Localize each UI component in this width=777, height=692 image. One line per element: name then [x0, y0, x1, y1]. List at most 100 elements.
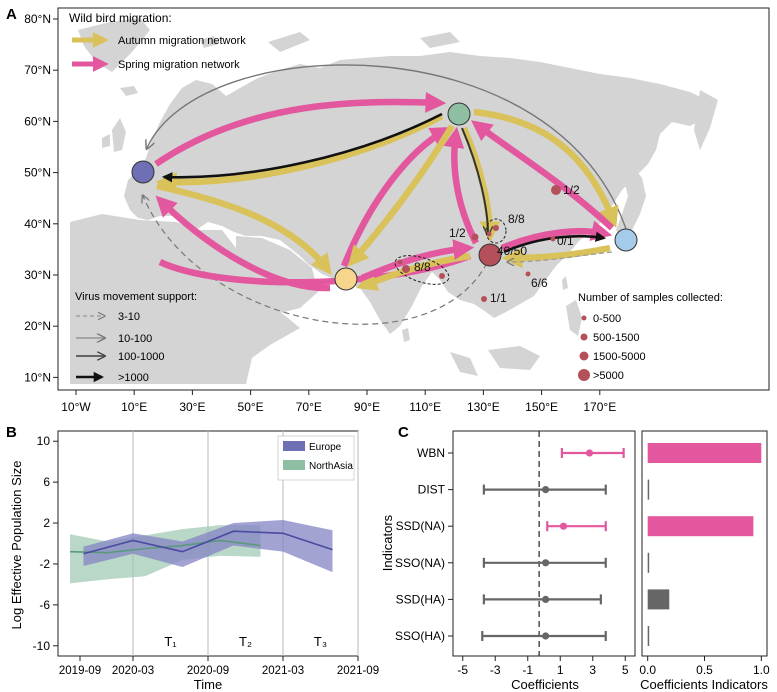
- samples-legend-dot-3: [579, 351, 589, 361]
- sample-dot: [481, 296, 487, 302]
- panel-label-a: A: [6, 6, 17, 23]
- legend-europe-label: Europe: [309, 442, 342, 453]
- autumn-northasia-europe: [155, 113, 444, 193]
- land-novaya-zemlya: [268, 32, 310, 52]
- legend-northasia-label: NorthAsia: [309, 461, 353, 472]
- spring-eastasia-northasia: [471, 120, 615, 231]
- sample-label: 49/50: [497, 244, 527, 258]
- plot-d-frame: [641, 430, 768, 657]
- sample-label: 8/8: [508, 212, 525, 226]
- land-ireland: [102, 134, 110, 148]
- coef-point-SSO(NA): [542, 559, 550, 567]
- indicator-bar-SSD(NA): [647, 516, 754, 537]
- map-lat-label: 40°N: [24, 217, 51, 231]
- period-label: T₂: [239, 634, 252, 649]
- sample-dot: [471, 233, 479, 241]
- plot-c-ylabel: Indicators: [380, 514, 395, 571]
- spring-china-northasia: [443, 126, 479, 245]
- sample-label: 6/6: [531, 276, 548, 290]
- row-label: DIST: [418, 483, 446, 497]
- autumn-northasia-centralasia: [347, 124, 455, 267]
- x-tick-label: 2021-03: [262, 665, 304, 677]
- virus-northasia-europe: [161, 112, 443, 183]
- legend-spring-label: Spring migration network: [118, 59, 240, 71]
- samples-legend-title: Number of samples collected:: [578, 292, 723, 304]
- virus-legend-label: 3-10: [118, 311, 140, 323]
- migration-legend-title: Wild bird migration:: [69, 11, 172, 25]
- node-central-asia: [334, 267, 358, 291]
- plot-d: 0.0 0.5 1.0: [639, 443, 770, 677]
- period-label: T₁: [164, 634, 177, 649]
- autumn-europe-centralasia: [156, 182, 332, 275]
- land-africa: [70, 214, 300, 384]
- sample-label: 0/1: [557, 234, 574, 248]
- map-lat-label: 30°N: [24, 268, 51, 282]
- y-tick-label: 6: [43, 475, 50, 489]
- land-borneo: [488, 346, 540, 370]
- x-tick-label: 1: [557, 663, 564, 677]
- node-china: [478, 243, 502, 267]
- sample-label: 8/8: [414, 260, 431, 274]
- sample-dot: [402, 265, 410, 273]
- map-lon-label: 10°E: [121, 400, 147, 414]
- map-lat-label: 80°N: [24, 12, 51, 26]
- map-lon-label: 150°E: [525, 400, 558, 414]
- map-lon-label: 30°E: [179, 400, 205, 414]
- spring-china-europe: [158, 252, 472, 286]
- map-lon-label: 130°E: [467, 400, 500, 414]
- x-tick-label: -5: [457, 663, 468, 677]
- plot-b-ylabel: Log Effective Population Size: [9, 461, 24, 630]
- sample-clusters: [394, 218, 507, 285]
- land-philippines: [566, 300, 582, 336]
- samples-legend-dot-4: [578, 369, 590, 381]
- map-lon-label: 170°E: [583, 400, 616, 414]
- land-kamchatka: [694, 90, 718, 150]
- sample-labels: 1/2 8/8 1/2 49/50 0/1 8/8 6/6 1/1: [414, 183, 580, 305]
- virus-legend-label: 100-1000: [118, 351, 165, 363]
- virus-legend-title: Virus movement support:: [75, 291, 197, 303]
- samples-legend-label: 500-1500: [593, 332, 640, 344]
- row-label: SSD(NA): [396, 519, 445, 533]
- coef-point-SSD(HA): [542, 595, 550, 604]
- y-tick-label: -6: [39, 598, 50, 612]
- land-eurasia: [124, 52, 715, 334]
- virus-eastasia-china-dashed: [508, 251, 613, 262]
- panel-label-b: B: [6, 424, 17, 441]
- samples-legend-label: >5000: [593, 370, 624, 382]
- y-tick-label: -10: [33, 639, 51, 653]
- region-nodes: [131, 102, 638, 291]
- x-tick-label: 2020-03: [112, 665, 154, 677]
- sample-dot: [397, 259, 403, 265]
- samples-legend-dot-2: [580, 333, 588, 341]
- sample-label: 1/1: [490, 291, 507, 305]
- x-tick-label: 2020-09: [187, 665, 229, 677]
- map-lat-label: 60°N: [24, 114, 51, 128]
- land-svalbard: [200, 36, 218, 48]
- indicator-bar-SSD(HA): [647, 589, 670, 610]
- y-tick-label: -2: [39, 557, 50, 571]
- legend-autumn-label: Autumn migration network: [118, 35, 246, 47]
- samples-legend: Number of samples collected: 0-500 500-1…: [578, 292, 723, 382]
- indicator-bar-SSO(NA): [647, 552, 650, 573]
- map-lon-label: 50°E: [238, 400, 264, 414]
- land-taiwan: [562, 276, 568, 290]
- coef-point-DIST: [542, 486, 550, 494]
- land-sri-lanka: [402, 328, 410, 342]
- land-sumatra: [450, 352, 478, 376]
- land-arabia: [236, 236, 318, 314]
- map-lon-label: 90°E: [354, 400, 380, 414]
- row-label: SSO(NA): [395, 556, 445, 570]
- plot-c: WBN DIST SSD(NA) SSO(NA) SSD(HA) SSO(HA) -5 -3 -…: [395, 431, 629, 677]
- plot-b-legend: Europe NorthAsia: [277, 435, 355, 481]
- x-tick-label: 0.5: [696, 663, 713, 677]
- x-tick-label: 3: [589, 663, 596, 677]
- x-tick-label: 2021-09: [337, 665, 379, 677]
- row-label: SSD(HA): [396, 592, 445, 606]
- plot-c-frame: [452, 430, 636, 657]
- node-east-asia: [614, 228, 638, 252]
- x-tick-label: 5: [622, 663, 629, 677]
- virus-arcs: [143, 64, 629, 325]
- sample-dot: [439, 273, 445, 279]
- land-severnaya: [420, 32, 460, 48]
- plot-d-xlabel: Coefficients Indicators: [640, 677, 768, 692]
